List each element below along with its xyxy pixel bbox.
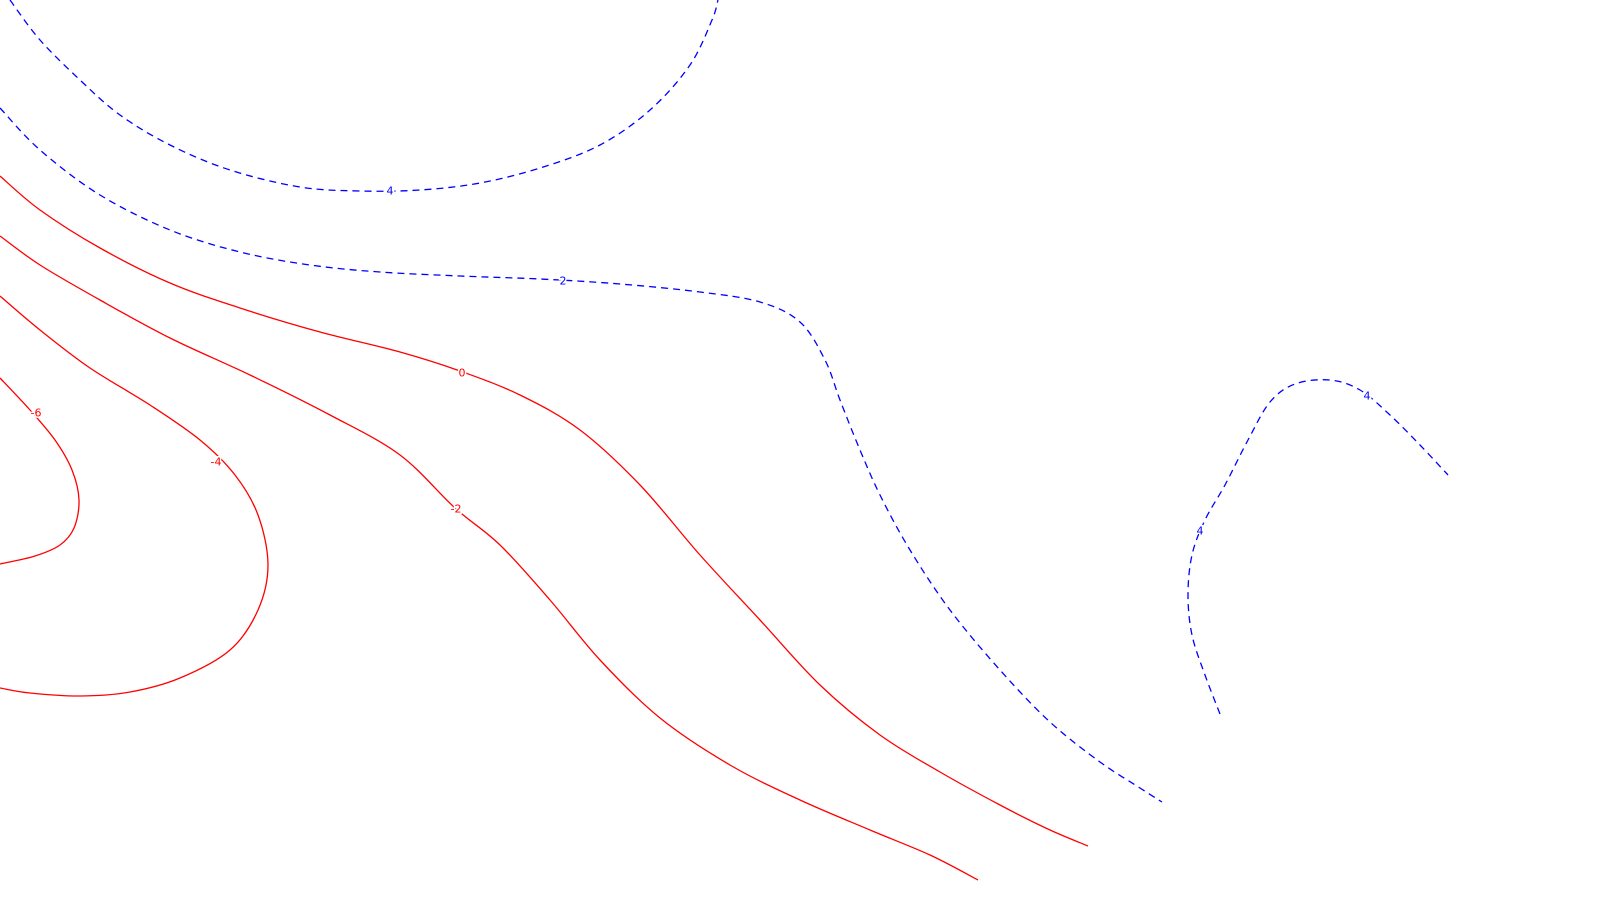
contour-label: 4 — [1364, 390, 1371, 403]
contour-line-level-minus4-5 — [0, 295, 269, 697]
contour-line-level-2-1 — [0, 107, 1163, 803]
contour-line-level-4-2 — [1187, 379, 1449, 715]
contour-line-level-0-3 — [0, 175, 1089, 847]
contour-line-level-4-0 — [9, 0, 719, 192]
contour-label: -2 — [451, 503, 462, 516]
contour-line-level-minus6-6 — [0, 377, 80, 565]
contour-label: -4 — [211, 456, 222, 469]
contour-lines — [0, 0, 1449, 881]
contour-label: 4 — [387, 185, 394, 198]
contour-label: 4 — [1197, 525, 1204, 538]
contour-label: 0 — [459, 367, 466, 380]
contour-label: -6 — [31, 407, 42, 420]
contour-label: 2 — [560, 275, 567, 288]
contour-line-level-minus2-4 — [0, 235, 979, 881]
contour-labels: 4 2 4 4 0 -2 -4 -6 — [29, 183, 1372, 539]
